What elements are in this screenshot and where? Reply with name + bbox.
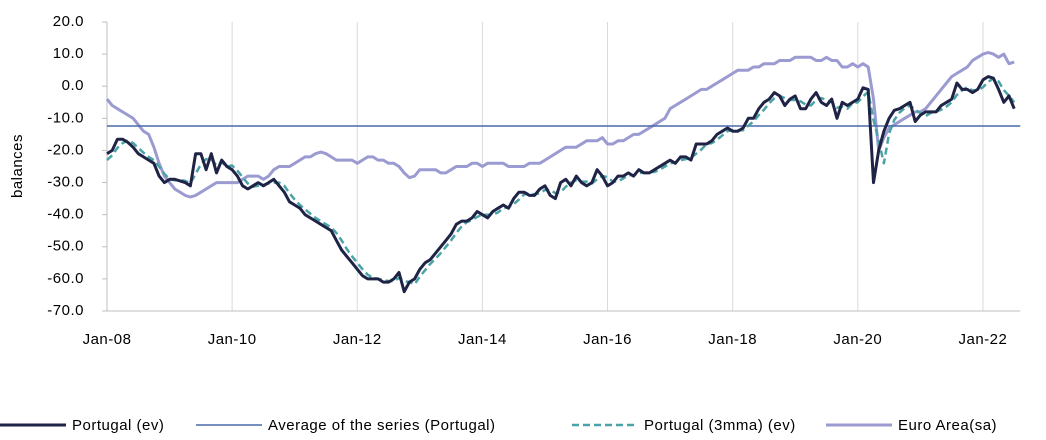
x-tick-label: Jan-18 — [708, 331, 757, 348]
series-line — [105, 51, 1015, 199]
series-line — [106, 76, 1016, 286]
y-tick-label: 10.0 — [53, 45, 84, 62]
y-tick-label: -10.0 — [47, 109, 84, 126]
legend-label: Portugal (3mma) (ev) — [644, 417, 796, 434]
x-tick-label: Jan-20 — [833, 331, 882, 348]
y-axis-title: balances — [9, 134, 26, 198]
x-tick-label: Jan-10 — [208, 331, 257, 348]
series-line — [106, 75, 1016, 294]
x-tick-label: Jan-22 — [959, 331, 1008, 348]
y-tick-label: -60.0 — [47, 270, 84, 287]
y-tick-label: -50.0 — [47, 238, 84, 255]
y-tick-label: -70.0 — [47, 302, 84, 319]
y-tick-label: -40.0 — [47, 206, 84, 223]
legend-label: Portugal (ev) — [72, 417, 164, 434]
y-tick-label: -30.0 — [47, 174, 84, 191]
x-tick-label: Jan-16 — [583, 331, 632, 348]
y-tick-label: -20.0 — [47, 141, 84, 158]
legend-label: Average of the series (Portugal) — [268, 417, 496, 434]
y-tick-label: 20.0 — [53, 13, 84, 30]
y-tick-label: 0.0 — [62, 77, 84, 94]
x-tick-label: Jan-08 — [83, 331, 132, 348]
legend-label: Euro Area(sa) — [898, 417, 997, 434]
x-tick-label: Jan-12 — [333, 331, 382, 348]
x-tick-label: Jan-14 — [458, 331, 507, 348]
